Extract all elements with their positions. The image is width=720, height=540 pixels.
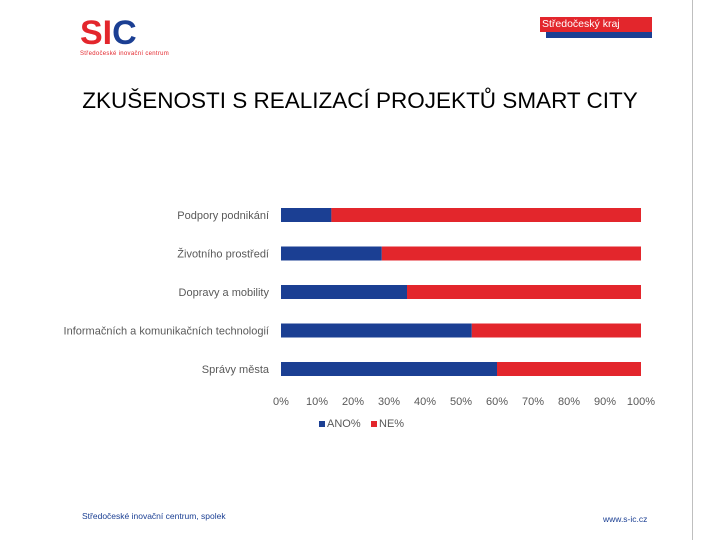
region-badge: Středočeský kraj	[540, 17, 652, 39]
logo-letters-left: SI	[80, 14, 113, 52]
sic-logo: SIC Středočeské inovační centrum	[80, 16, 169, 57]
legend-label: ANO%	[327, 418, 361, 430]
x-tick-label: 70%	[522, 396, 544, 408]
x-tick-label: 40%	[414, 396, 436, 408]
category-label: Informačních a komunikačních technologií	[64, 326, 269, 338]
x-tick-label: 30%	[378, 396, 400, 408]
footer-organization: Středočeské inovační centrum, spolek	[82, 511, 226, 521]
category-label: Dopravy a mobility	[179, 287, 270, 299]
logo-subtitle: Středočeské inovační centrum	[80, 51, 170, 57]
divider-line	[692, 0, 693, 540]
bar-ano-3	[281, 323, 472, 338]
bar-ne-4	[497, 362, 641, 376]
x-tick-label: 50%	[450, 396, 472, 408]
x-tick-label: 20%	[342, 396, 364, 408]
bar-ne-3	[471, 323, 641, 338]
bar-ne-1	[381, 246, 641, 261]
bar-ano-4	[281, 362, 497, 376]
bar-ano-2	[281, 285, 407, 299]
x-tick-label: 10%	[306, 396, 328, 408]
bar-ne-0	[331, 208, 641, 222]
bar-ano-1	[281, 246, 382, 261]
logo-letters-right: C	[112, 14, 137, 52]
x-tick-label: 100%	[627, 396, 655, 408]
footer-website[interactable]: www.s-ic.cz	[603, 514, 648, 524]
logo-letters: SIC	[80, 16, 169, 50]
region-badge-label: Středočeský kraj	[540, 17, 652, 32]
x-tick-label: 60%	[486, 396, 508, 408]
bar-ano-0	[281, 208, 332, 222]
category-label: Životního prostředí	[177, 248, 269, 261]
legend-swatch-ano	[319, 421, 325, 427]
page-title: ZKUŠENOSTI S REALIZACÍ PROJEKTŮ SMART CI…	[82, 88, 638, 113]
x-tick-label: 80%	[558, 396, 580, 408]
category-label: Správy města	[202, 364, 270, 376]
x-tick-label: 0%	[273, 396, 289, 408]
bar-ne-2	[407, 285, 641, 299]
x-tick-label: 90%	[594, 396, 616, 408]
region-badge-stripe	[546, 32, 652, 38]
legend-swatch-ne	[371, 421, 377, 427]
category-label: Podpory podnikání	[177, 210, 269, 222]
legend-label: NE%	[379, 418, 404, 430]
